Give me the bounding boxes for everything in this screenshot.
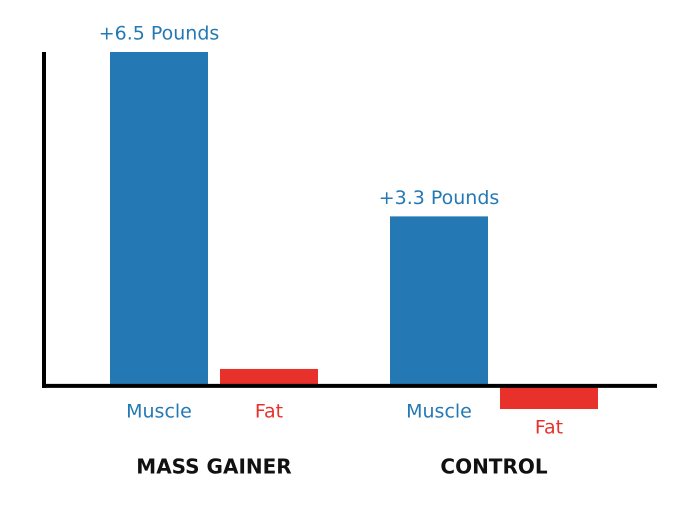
bar [110, 52, 208, 386]
bar [500, 385, 598, 410]
series-label: Muscle [126, 401, 192, 423]
bar [220, 368, 318, 386]
bar [390, 216, 488, 386]
series-label: Muscle [406, 401, 472, 423]
group-label: MASS GAINER [136, 455, 291, 479]
data-label: +6.5 Pounds [99, 23, 220, 45]
series-label: Fat [535, 417, 563, 439]
data-label: +3.3 Pounds [379, 187, 500, 209]
series-label: Fat [255, 401, 283, 423]
group-label: CONTROL [440, 455, 547, 479]
